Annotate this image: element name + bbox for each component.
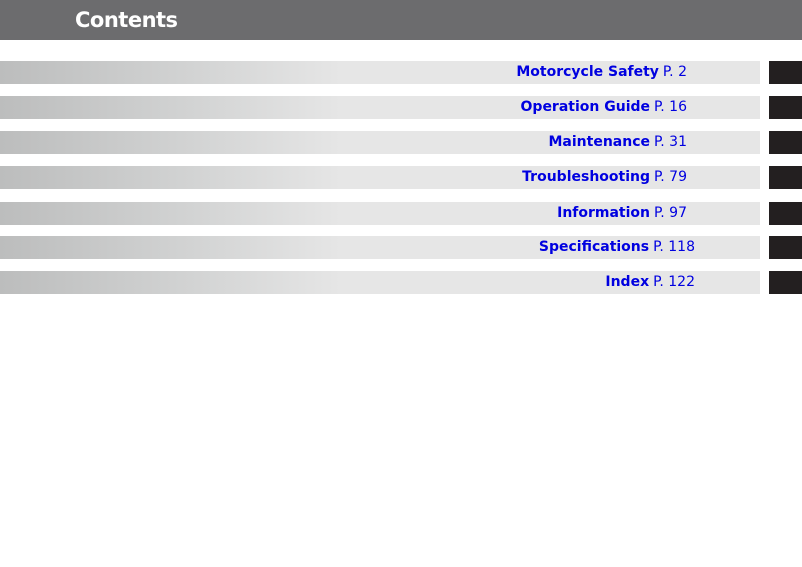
toc-page[interactable]: P. 97	[654, 205, 687, 221]
toc-entry-operation-guide[interactable]: Operation Guide P. 16	[0, 96, 760, 119]
section-tab[interactable]	[769, 166, 802, 189]
toc-link[interactable]: Operation Guide	[520, 99, 651, 115]
section-tab[interactable]	[769, 271, 802, 294]
toc-link[interactable]: Maintenance	[548, 134, 651, 150]
toc-entry-troubleshooting[interactable]: Troubleshooting P. 79	[0, 166, 760, 189]
toc-page[interactable]: P. 31	[654, 134, 687, 150]
toc-entry-index[interactable]: Index P. 122	[0, 271, 760, 294]
toc-page[interactable]: P. 122	[653, 274, 695, 290]
toc-page[interactable]: P. 79	[654, 169, 687, 185]
section-tab[interactable]	[769, 96, 802, 119]
toc-entry-information[interactable]: Information P. 97	[0, 202, 760, 225]
header-bar: Contents	[0, 0, 802, 40]
section-tab[interactable]	[769, 202, 802, 225]
section-tab[interactable]	[769, 61, 802, 84]
page-title: Contents	[75, 8, 178, 32]
toc-page[interactable]: P. 16	[654, 99, 687, 115]
toc-page[interactable]: P. 118	[653, 239, 695, 255]
toc-link[interactable]: Motorcycle Safety	[516, 64, 659, 80]
toc-entry-motorcycle-safety[interactable]: Motorcycle Safety P. 2	[0, 61, 760, 84]
section-tab[interactable]	[769, 131, 802, 154]
toc-page[interactable]: P. 2	[662, 64, 687, 80]
toc-entry-maintenance[interactable]: Maintenance P. 31	[0, 131, 760, 154]
toc-entry-specifications[interactable]: Specifications P. 118	[0, 236, 760, 259]
toc-link[interactable]: Troubleshooting	[522, 169, 651, 185]
toc-link[interactable]: Information	[557, 205, 651, 221]
section-tab[interactable]	[769, 236, 802, 259]
toc-link[interactable]: Specifications	[538, 239, 650, 255]
toc-link[interactable]: Index	[605, 274, 650, 290]
